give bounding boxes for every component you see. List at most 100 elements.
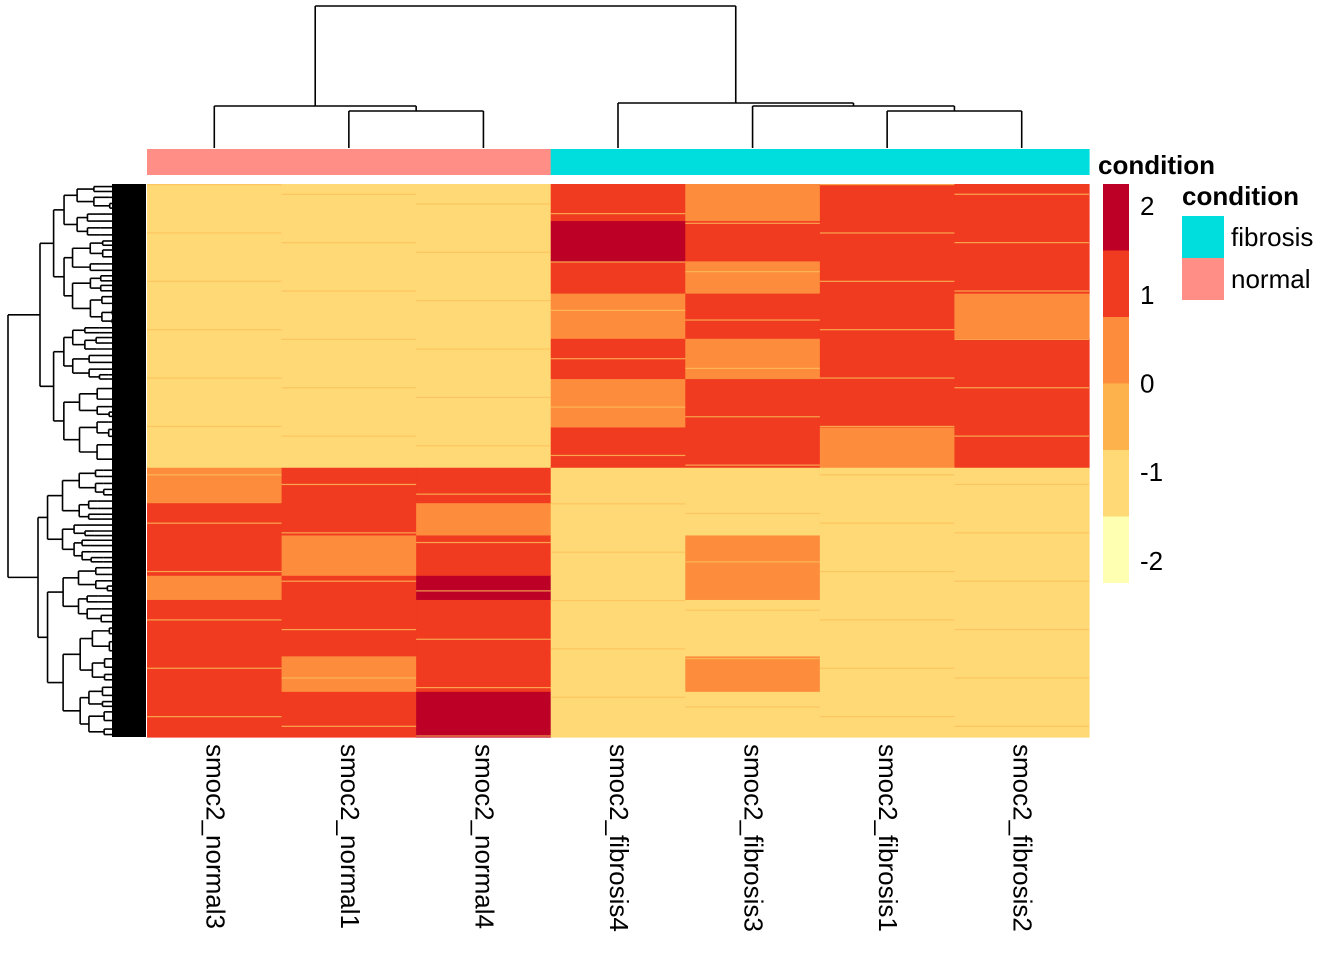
- heatmap-cell: [281, 379, 417, 429]
- color-scale-bin: [1103, 383, 1129, 450]
- heatmap-cell: [954, 656, 1090, 693]
- heatmap-cell: [550, 467, 686, 504]
- heatmap-stripe: [147, 522, 282, 524]
- heatmap-cell: [550, 427, 686, 469]
- heatmap-stripe: [550, 358, 686, 360]
- heatmap-stripe: [685, 319, 820, 321]
- heatmap-stripe: [281, 483, 417, 486]
- heatmap-stripe: [147, 619, 282, 621]
- heatmap-cell: [147, 575, 283, 601]
- heatmap-stripe: [550, 648, 686, 650]
- heatmap-stripe: [685, 367, 820, 369]
- heatmap-cell: [147, 184, 283, 190]
- heatmap-stripe: [685, 658, 820, 660]
- heatmap-cell: [147, 599, 283, 657]
- heatmap-cell: [416, 575, 552, 601]
- heatmap-stripe: [550, 454, 686, 457]
- heatmap-cell: [685, 691, 821, 738]
- column-labels: smoc2_normal3 smoc2_normal1 smoc2_normal4 s…: [200, 744, 1037, 932]
- heatmap-stripe: [281, 290, 417, 292]
- color-scale-bin: [1103, 184, 1129, 251]
- heatmap-stripe: [147, 716, 282, 718]
- heatmap-cell: [416, 379, 552, 429]
- heatmap-stripe: [819, 280, 955, 282]
- heatmap-cell: [281, 535, 417, 577]
- heatmap-cell: [819, 691, 956, 738]
- heatmap-cell: [954, 184, 1090, 190]
- heatmap-stripe: [819, 570, 955, 573]
- heatmap-stripe: [416, 493, 551, 495]
- heatmap-stripe: [281, 193, 417, 195]
- heatmap-cell: [147, 535, 283, 577]
- heatmap-stripe: [147, 329, 282, 331]
- heatmap-stripe: [147, 377, 282, 379]
- heatmap-cell: [819, 467, 956, 504]
- color-scale-bin: [1103, 250, 1129, 317]
- heatmap-cell: [416, 188, 552, 222]
- heatmap-stripe: [416, 300, 551, 302]
- dendrogram-leaves: [112, 184, 146, 737]
- heatmap-cell: [147, 691, 283, 738]
- heatmap-cell: [685, 184, 821, 190]
- heatmap-cell: [685, 656, 821, 693]
- heatmap-cell: [281, 503, 417, 537]
- heatmap-cell: [954, 379, 1090, 429]
- heatmap-stripe: [954, 677, 1089, 679]
- heatmap-stripe: [281, 580, 417, 582]
- heatmap-cell: [954, 261, 1090, 295]
- heatmap-cell: [685, 261, 821, 295]
- heatmap-stripe: [954, 483, 1089, 486]
- heatmap-cell: [819, 427, 956, 469]
- heatmap-stripe: [550, 503, 686, 505]
- heatmap-cell: [281, 221, 417, 262]
- heatmap-cell: [819, 503, 956, 537]
- heatmap-cell: [685, 293, 821, 340]
- heatmap-cell: [147, 656, 283, 693]
- legend-swatch-fibrosis: [1182, 216, 1224, 258]
- heatmap-stripe: [819, 232, 955, 234]
- color-scale-bin: [1103, 317, 1129, 384]
- heatmap-cell: [819, 575, 956, 601]
- heatmap-cell: [685, 221, 821, 262]
- heatmap-cell: [416, 221, 552, 262]
- heatmap-cell: [954, 338, 1090, 380]
- heatmap-stripe: [819, 329, 955, 331]
- legend-title: condition: [1182, 181, 1299, 211]
- heatmap-cell: [819, 261, 956, 295]
- heatmap-stripe: [416, 203, 551, 205]
- heatmap-stripe: [147, 184, 282, 186]
- heatmap-cell: [416, 599, 552, 657]
- heatmap-stripe: [819, 619, 955, 621]
- heatmap-cell: [147, 188, 283, 222]
- annotation-bar: [147, 149, 1090, 175]
- heatmap-stripe: [147, 667, 282, 669]
- heatmap-stripe: [819, 667, 955, 669]
- annotation-cell-normal: [147, 149, 283, 175]
- heatmap-stripe: [819, 184, 955, 186]
- heatmap-stripe: [954, 580, 1089, 582]
- heatmap-cell: [819, 379, 956, 429]
- heatmap-cell: [954, 575, 1090, 601]
- color-scale-bin: [1103, 450, 1129, 517]
- column-label: smoc2_fibrosis3: [739, 744, 769, 932]
- heatmap-cell: [281, 261, 417, 295]
- heatmap-stripe: [819, 716, 955, 718]
- annotation-cell-fibrosis: [550, 149, 686, 175]
- condition-legend: condition fibrosis normal: [1182, 181, 1313, 300]
- heatmap-stripe: [550, 261, 686, 263]
- heatmap-stripe: [281, 387, 417, 389]
- heatmap-cell: [685, 338, 821, 380]
- heatmap-cell: [819, 599, 956, 657]
- heatmap-stripe: [954, 338, 1089, 340]
- heatmap-stripe: [954, 532, 1089, 534]
- heatmap-cell: [147, 503, 283, 537]
- heatmap-cell: [416, 691, 552, 738]
- heatmap-cell: [685, 467, 821, 504]
- annotation-cell-fibrosis: [954, 149, 1090, 175]
- heatmap-stripe: [281, 532, 417, 534]
- heatmap-cell: [819, 535, 956, 577]
- heatmap-cell: [416, 467, 552, 504]
- heatmap-stripe: [954, 242, 1089, 244]
- heatmap-cell: [416, 535, 552, 577]
